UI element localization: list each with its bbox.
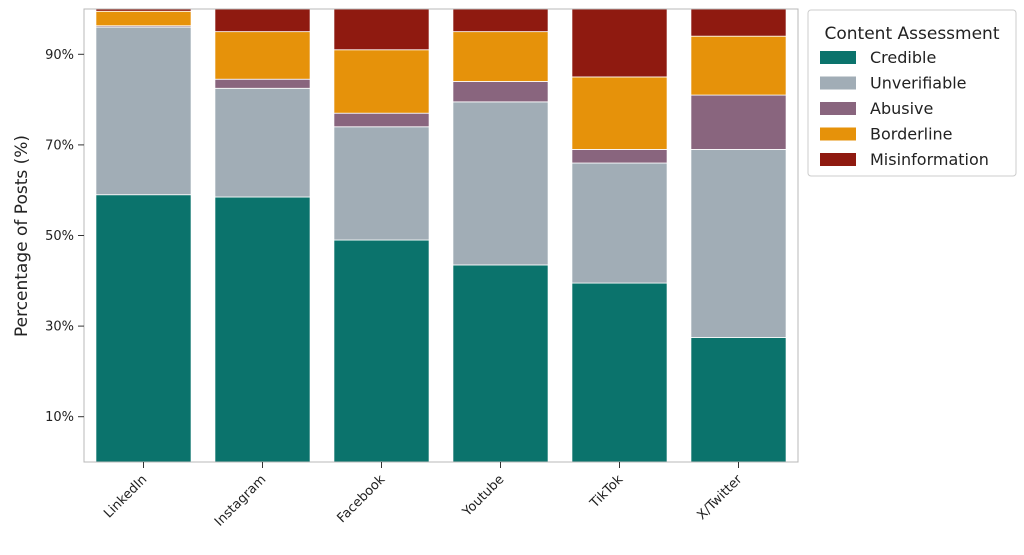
bar-segment-facebook-credible — [333, 239, 430, 463]
bar-segment-instagram-borderline — [214, 31, 311, 80]
legend-swatch-unverifiable — [820, 76, 856, 90]
bar-segment-x-twitter-misinformation — [690, 8, 787, 37]
bar-segment-x-twitter-borderline — [690, 35, 787, 96]
legend-label-abusive: Abusive — [870, 99, 933, 118]
legend-swatch-credible — [820, 51, 856, 64]
bar-segment-facebook-abusive — [333, 112, 430, 128]
bar-segment-tiktok-unverifiable — [571, 162, 668, 284]
bar-segment-facebook-unverifiable — [333, 126, 430, 241]
y-tick-label: 90% — [45, 48, 74, 63]
bar-segment-instagram-unverifiable — [214, 87, 311, 198]
legend-swatch-misinformation — [820, 153, 856, 166]
x-tick-label-x-twitter: X/Twitter — [695, 472, 746, 523]
y-axis-title: Percentage of Posts (%) — [12, 135, 32, 337]
bar-segment-tiktok-abusive — [571, 149, 668, 164]
x-axis: LinkedIn Instagram Facebook Youtube TikTok X/… — [101, 462, 746, 530]
legend-title: Content Assessment — [825, 24, 1000, 44]
bar-segment-instagram-abusive — [214, 78, 311, 89]
legend-label-misinformation: Misinformation — [870, 150, 989, 169]
x-tick-label-instagram: Instagram — [212, 472, 269, 529]
bar-segment-x-twitter-unverifiable — [690, 149, 787, 338]
bar-segment-x-twitter-credible — [690, 337, 787, 463]
bar-segment-x-twitter-abusive — [690, 94, 787, 150]
bar-segment-linkedin-credible — [95, 194, 192, 463]
legend-label-credible: Credible — [870, 48, 936, 67]
bar-segment-linkedin-unverifiable — [95, 26, 192, 196]
x-tick-label-linkedin: LinkedIn — [101, 472, 150, 521]
x-tick-label-facebook: Facebook — [335, 472, 389, 526]
legend-label-unverifiable: Unverifiable — [870, 74, 967, 93]
legend-swatch-abusive — [820, 102, 856, 115]
y-axis: 10% 30% 50% 70% 90% — [45, 48, 84, 425]
bar-segment-facebook-misinformation — [333, 8, 430, 51]
x-tick-label-tiktok: TikTok — [587, 472, 627, 512]
bar-segment-youtube-misinformation — [452, 8, 549, 33]
y-tick-label: 50% — [45, 229, 74, 244]
bars-layer — [95, 8, 787, 463]
y-tick-label: 10% — [45, 410, 74, 425]
legend: Content Assessment Credible Unverifiable A… — [807, 9, 1017, 177]
bar-segment-tiktok-borderline — [571, 76, 668, 150]
legend-frame — [807, 9, 1017, 177]
bar-segment-youtube-credible — [452, 264, 549, 463]
bar-segment-tiktok-misinformation — [571, 8, 668, 78]
y-tick-label: 70% — [45, 138, 74, 153]
bar-segment-youtube-borderline — [452, 31, 549, 82]
x-tick-label-youtube: Youtube — [459, 472, 507, 520]
bar-segment-youtube-unverifiable — [452, 101, 549, 266]
bar-segment-facebook-borderline — [333, 49, 430, 114]
bar-segment-instagram-misinformation — [214, 8, 311, 33]
bar-segment-instagram-credible — [214, 196, 311, 463]
legend-label-borderline: Borderline — [870, 125, 953, 144]
bar-segment-youtube-abusive — [452, 81, 549, 103]
y-tick-label: 30% — [45, 320, 74, 335]
bar-segment-tiktok-credible — [571, 282, 668, 463]
bar-segment-linkedin-borderline — [95, 10, 192, 27]
legend-swatch-borderline — [820, 127, 856, 141]
